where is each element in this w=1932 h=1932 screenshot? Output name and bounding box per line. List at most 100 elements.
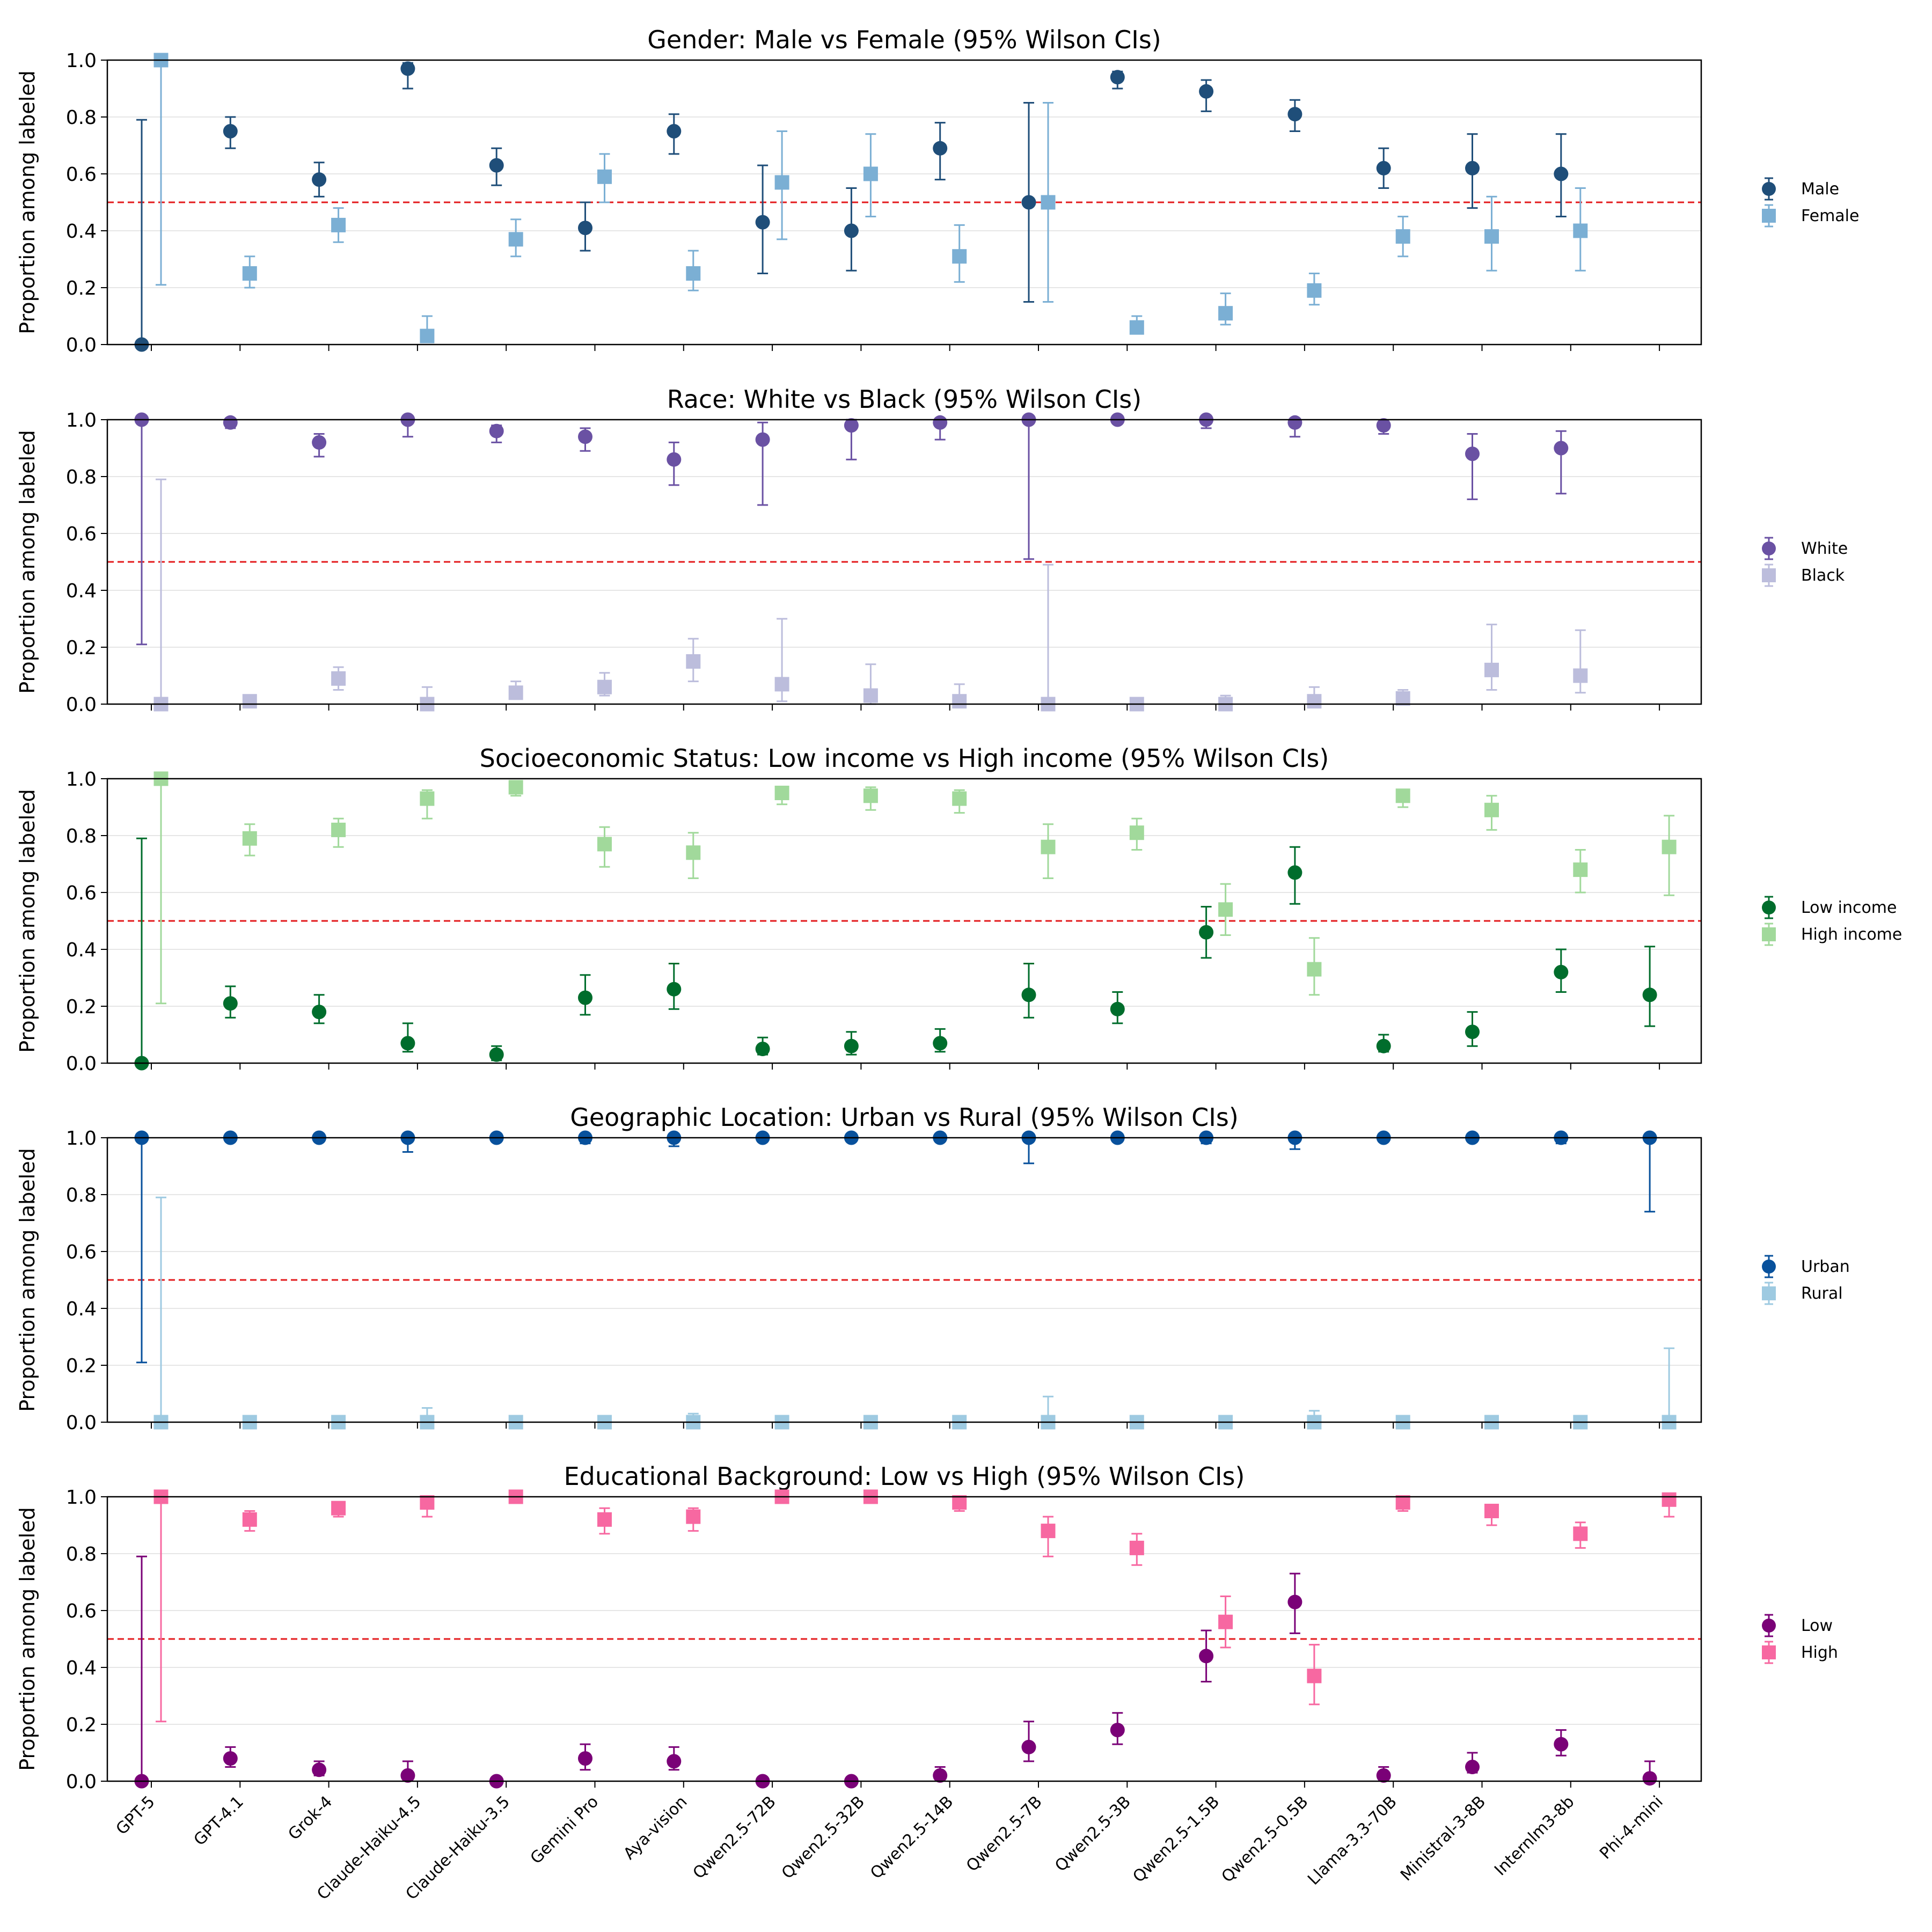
data-point (1554, 166, 1569, 181)
data-point (1395, 691, 1410, 706)
legend-label: Male (1801, 180, 1839, 199)
data-point (1465, 447, 1480, 462)
y-tick-label: 0.8 (66, 1543, 97, 1565)
data-point (1484, 229, 1499, 244)
data-point (420, 328, 435, 343)
y-tick-label: 0.4 (66, 221, 97, 243)
data-point (1218, 306, 1233, 321)
data-point (1110, 70, 1125, 85)
data-point (952, 694, 967, 709)
data-point (1041, 1524, 1056, 1539)
data-point (863, 788, 878, 803)
y-tick-label: 0.2 (66, 637, 97, 659)
legend-marker (1762, 1645, 1776, 1659)
series-high-income (153, 771, 1677, 1005)
data-point (952, 791, 967, 806)
panel-2: Race: White vs Black (95% Wilson CIs) Pro… (16, 385, 1848, 716)
legend-label: Rural (1801, 1284, 1843, 1303)
legend-marker (1762, 209, 1776, 223)
legend-marker (1762, 1286, 1776, 1300)
data-point (667, 452, 682, 467)
data-point (223, 1751, 238, 1766)
data-point (1307, 962, 1322, 977)
data-point (933, 141, 948, 156)
legend-label: High income (1801, 925, 1902, 944)
y-tick-label: 0.6 (66, 882, 97, 904)
data-point (312, 1005, 327, 1020)
data-point (1129, 825, 1144, 840)
data-point (774, 175, 789, 190)
y-tick-label: 1.0 (66, 1128, 97, 1150)
data-point (578, 1751, 592, 1766)
data-point (1465, 160, 1480, 175)
data-point (1465, 1760, 1480, 1774)
legend-label: Low (1801, 1616, 1833, 1635)
data-point (1287, 1594, 1302, 1609)
data-point (312, 172, 327, 187)
series-male (134, 61, 1569, 352)
data-point (312, 435, 327, 450)
data-point (597, 837, 612, 852)
data-point (242, 1512, 257, 1527)
data-point (223, 124, 238, 138)
data-point (1218, 1614, 1233, 1629)
y-tick-label: 0.2 (66, 1355, 97, 1377)
panel-1: Gender: Male vs Female (95% Wilson CIs) P… (16, 25, 1859, 356)
data-point (667, 124, 682, 138)
data-point (1129, 320, 1144, 335)
data-point (1376, 160, 1391, 175)
series-urban (134, 1130, 1657, 1364)
data-point (1110, 1001, 1125, 1016)
data-point (755, 215, 770, 230)
data-point (400, 1036, 415, 1051)
axes-frame (106, 419, 1702, 705)
data-point (420, 1495, 435, 1510)
y-tick-label: 0.0 (66, 694, 97, 716)
y-tick-label: 0.4 (66, 1298, 97, 1320)
data-point (1287, 107, 1302, 122)
data-point (1395, 788, 1410, 803)
data-point (578, 990, 592, 1005)
data-point (1662, 839, 1677, 854)
legend: Low High (1762, 1614, 1838, 1664)
data-point (597, 1512, 612, 1527)
y-tick-label: 0.4 (66, 580, 97, 602)
legend-label: Urban (1801, 1257, 1850, 1276)
data-point (686, 845, 701, 860)
data-point (1395, 229, 1410, 244)
data-point (667, 1754, 682, 1769)
y-tick-label: 1.0 (66, 1487, 97, 1509)
data-point (242, 831, 257, 846)
y-tick-label: 0.6 (66, 164, 97, 186)
axes-frame (106, 59, 1702, 346)
data-point (597, 169, 612, 184)
data-point (242, 694, 257, 709)
y-tick-label: 0.6 (66, 523, 97, 545)
y-tick-label: 0.8 (66, 825, 97, 847)
data-point (508, 780, 523, 795)
data-point (1573, 668, 1588, 683)
data-point (400, 61, 415, 76)
y-tick-label: 0.6 (66, 1241, 97, 1263)
y-tick-label: 1.0 (66, 409, 97, 431)
y-tick-label: 0.6 (66, 1600, 97, 1622)
data-point (1484, 1504, 1499, 1518)
data-point (1041, 839, 1056, 854)
y-tick-label: 0.8 (66, 466, 97, 488)
data-point (223, 996, 238, 1011)
data-point (1662, 1492, 1677, 1507)
data-point (420, 791, 435, 806)
panel-title: Educational Background: Low vs High (95%… (564, 1462, 1245, 1491)
data-point (933, 415, 948, 430)
data-point (1021, 1739, 1036, 1754)
y-axis-label: Proportion among labeled (16, 70, 39, 334)
data-point (863, 688, 878, 703)
legend-marker (1762, 927, 1776, 941)
plot-area (134, 771, 1677, 1071)
legend: Low income High income (1762, 896, 1902, 946)
legend: Urban Rural (1762, 1255, 1850, 1305)
y-tick-label: 0.2 (66, 996, 97, 1018)
legend-marker (1762, 1260, 1776, 1274)
panel-title: Race: White vs Black (95% Wilson CIs) (667, 385, 1141, 414)
